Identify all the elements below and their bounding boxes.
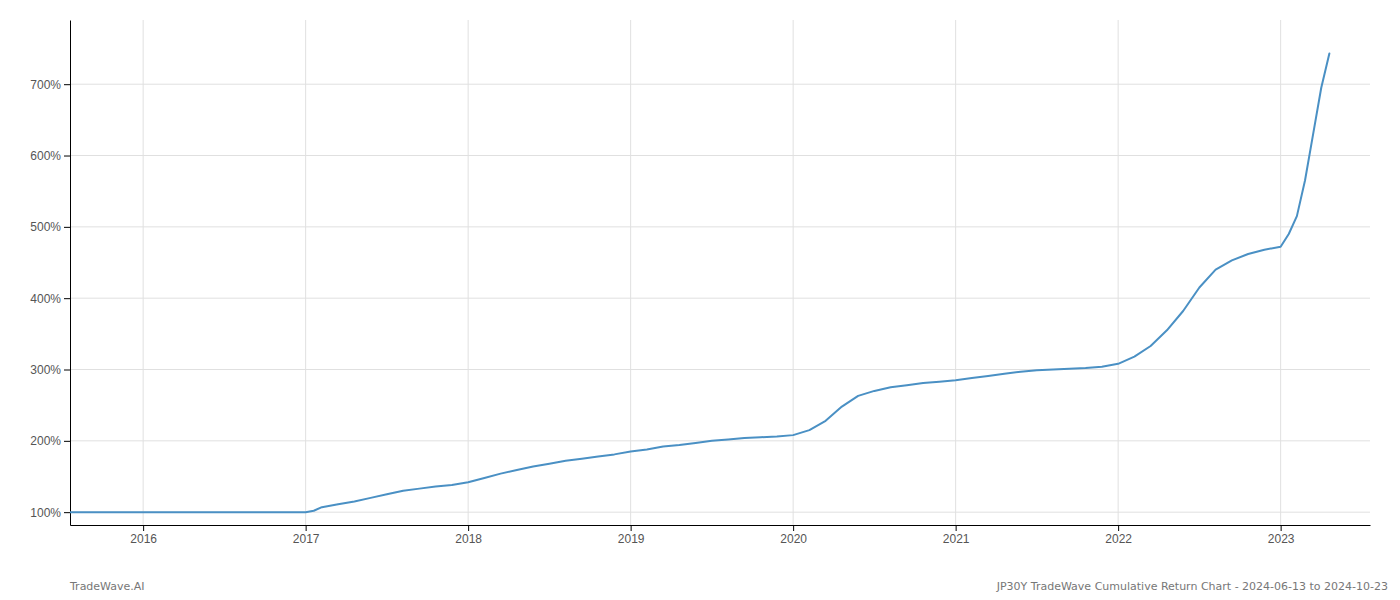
x-tick: 2020 [780, 525, 807, 546]
x-tick-mark [956, 525, 957, 531]
y-tick-mark [64, 298, 70, 299]
y-tick-mark [64, 227, 70, 228]
y-tick-mark [64, 84, 70, 85]
x-tick-label: 2022 [1105, 532, 1132, 546]
x-tick: 2021 [943, 525, 970, 546]
x-tick-label: 2021 [943, 532, 970, 546]
grid-line-x [1280, 20, 1281, 525]
y-tick-label: 600% [30, 149, 61, 163]
x-tick-label: 2019 [618, 532, 645, 546]
x-tick-mark [1118, 525, 1119, 531]
grid-line-x [305, 20, 306, 525]
y-tick-label: 700% [30, 78, 61, 92]
grid-line-x [630, 20, 631, 525]
y-tick-label: 300% [30, 363, 61, 377]
grid-line-y [70, 84, 1370, 85]
y-tick-mark [64, 512, 70, 513]
x-tick: 2019 [618, 525, 645, 546]
y-tick: 200% [30, 434, 70, 448]
y-axis-line [70, 21, 71, 526]
y-tick: 600% [30, 149, 70, 163]
y-tick: 700% [30, 78, 70, 92]
y-tick-label: 500% [30, 220, 61, 234]
footer-right: JP30Y TradeWave Cumulative Return Chart … [996, 580, 1388, 593]
y-tick: 100% [30, 506, 70, 520]
x-tick: 2022 [1105, 525, 1132, 546]
grid-line-x [143, 20, 144, 525]
x-tick-mark [1281, 525, 1282, 531]
footer-left: TradeWave.AI [69, 580, 145, 593]
grid-line-x [468, 20, 469, 525]
grid-line-x [955, 20, 956, 525]
x-tick: 2018 [455, 525, 482, 546]
x-tick-mark [306, 525, 307, 531]
grid [70, 20, 1370, 525]
y-tick-mark [64, 370, 70, 371]
x-tick: 2016 [130, 525, 157, 546]
y-tick-mark [64, 156, 70, 157]
x-tick: 2017 [293, 525, 320, 546]
plot-area: 2016 2017 2018 2019 2020 2021 2022 2023 100% 200%… [30, 20, 1370, 546]
x-tick-mark [143, 525, 144, 531]
x-tick: 2023 [1268, 525, 1295, 546]
grid-line-x [793, 20, 794, 525]
x-tick-mark [793, 525, 794, 531]
x-tick-label: 2017 [293, 532, 320, 546]
x-axis-line [71, 525, 1371, 526]
grid-line-y [70, 226, 1370, 227]
grid-line-x [1118, 20, 1119, 525]
line [70, 54, 1329, 513]
chart: 2016 2017 2018 2019 2020 2021 2022 2023 100% 200%… [0, 0, 1400, 600]
x-tick-mark [468, 525, 469, 531]
grid-line-y [70, 298, 1370, 299]
y-tick: 400% [30, 292, 70, 306]
x-tick-label: 2018 [455, 532, 482, 546]
y-axis: 100% 200% 300% 400% 500% 600% 700% [30, 21, 70, 526]
y-tick-mark [64, 441, 70, 442]
x-tick-mark [631, 525, 632, 531]
grid-line-y [70, 369, 1370, 370]
x-tick-label: 2016 [130, 532, 157, 546]
y-tick-label: 400% [30, 292, 61, 306]
x-tick-label: 2020 [780, 532, 807, 546]
series [70, 54, 1329, 513]
y-tick: 500% [30, 220, 70, 234]
x-tick-label: 2023 [1268, 532, 1295, 546]
grid-line-y [70, 155, 1370, 156]
y-tick-label: 100% [30, 506, 61, 520]
y-tick-label: 200% [30, 434, 61, 448]
y-tick: 300% [30, 363, 70, 377]
x-axis: 2016 2017 2018 2019 2020 2021 2022 2023 [71, 525, 1371, 546]
